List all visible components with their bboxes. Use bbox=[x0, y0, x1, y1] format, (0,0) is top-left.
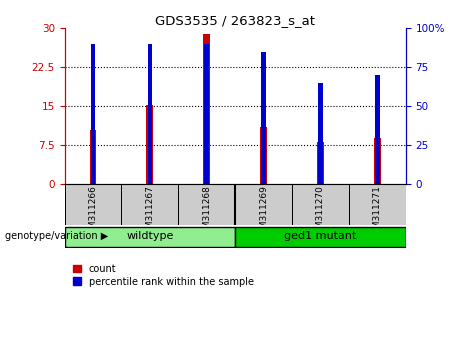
Bar bbox=[317, 142, 324, 184]
Title: GDS3535 / 263823_s_at: GDS3535 / 263823_s_at bbox=[155, 14, 315, 27]
Text: GSM311271: GSM311271 bbox=[373, 185, 382, 240]
Text: GSM311266: GSM311266 bbox=[89, 185, 97, 240]
Bar bbox=[178, 184, 235, 225]
Bar bbox=[89, 130, 96, 184]
Bar bbox=[374, 138, 381, 184]
Bar bbox=[292, 184, 349, 225]
Legend: count, percentile rank within the sample: count, percentile rank within the sample bbox=[70, 260, 258, 290]
Text: GSM311269: GSM311269 bbox=[259, 185, 268, 240]
Bar bbox=[204, 44, 209, 184]
Bar bbox=[203, 34, 210, 184]
Text: GSM311270: GSM311270 bbox=[316, 185, 325, 240]
Text: ged1 mutant: ged1 mutant bbox=[284, 231, 356, 241]
Bar bbox=[65, 227, 235, 247]
Bar bbox=[261, 52, 266, 184]
Bar bbox=[147, 105, 153, 184]
Bar bbox=[65, 184, 121, 225]
Bar bbox=[91, 44, 95, 184]
Bar bbox=[260, 127, 267, 184]
Text: wildtype: wildtype bbox=[126, 231, 173, 241]
Bar bbox=[375, 75, 379, 184]
Text: genotype/variation ▶: genotype/variation ▶ bbox=[5, 231, 108, 241]
Bar bbox=[235, 184, 292, 225]
Text: GSM311268: GSM311268 bbox=[202, 185, 211, 240]
Bar bbox=[121, 184, 178, 225]
Bar bbox=[235, 227, 406, 247]
Bar bbox=[349, 184, 406, 225]
Bar bbox=[148, 44, 152, 184]
Text: GSM311267: GSM311267 bbox=[145, 185, 154, 240]
Bar bbox=[318, 83, 323, 184]
